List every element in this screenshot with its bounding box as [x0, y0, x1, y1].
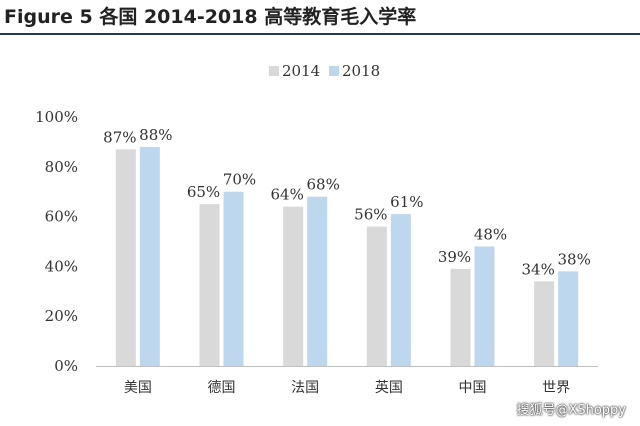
y-axis: 0% 20% 40% 60% 80% 100% [35, 108, 78, 375]
y-tick-label: 20% [45, 307, 78, 325]
legend-swatch [329, 66, 339, 76]
x-tick-label: 英国 [375, 379, 403, 396]
data-label: 64% [270, 186, 303, 204]
bar-2018 [390, 214, 411, 366]
bar-2018 [558, 271, 579, 366]
watermark: 搜狐号@XShoppy [516, 403, 626, 418]
bar-2014 [283, 206, 304, 366]
data-labels: 87% 88% 65%70% 64%68% 56%61% 39%48% 34%38% [103, 126, 591, 278]
figure-title: Figure 5 各国 2014-2018 高等教育毛入学率 [4, 6, 417, 28]
legend: 2014 2018 [269, 62, 380, 80]
data-label: 87% [103, 128, 136, 146]
y-tick-label: 100% [35, 108, 78, 126]
x-tick-label: 法国 [291, 380, 319, 396]
bar-2018 [474, 246, 495, 366]
y-tick-label: 40% [45, 257, 78, 275]
x-tick-label: 世界 [542, 380, 570, 396]
x-axis: 美国 德国 法国 英国 中国 世界 [96, 366, 598, 396]
x-tick-label: 中国 [459, 380, 487, 396]
bar-2014 [366, 226, 387, 366]
legend-label: 2018 [342, 62, 380, 80]
bar-2018 [223, 191, 244, 366]
y-tick-label: 80% [45, 158, 78, 176]
bar-2014 [115, 149, 136, 366]
data-label: 48% [474, 225, 507, 243]
data-label: 56% [354, 206, 387, 224]
data-label: 38% [557, 250, 590, 268]
data-label: 65% [187, 183, 220, 201]
y-tick-label: 0% [54, 357, 78, 375]
bar-2018 [307, 196, 328, 366]
bar-2018 [139, 146, 160, 366]
x-tick-label: 美国 [124, 380, 152, 396]
y-tick-label: 60% [45, 208, 78, 226]
title-divider [0, 33, 640, 35]
bar-2014 [534, 281, 555, 366]
data-label: 61% [390, 193, 423, 211]
legend-swatch [269, 66, 279, 76]
data-label: 39% [438, 248, 471, 266]
data-label: 88% [139, 126, 172, 144]
bars [115, 146, 579, 366]
bar-2014 [450, 268, 471, 366]
bar-2014 [199, 204, 220, 366]
data-label: 70% [223, 171, 256, 189]
data-label: 34% [521, 260, 554, 278]
legend-label: 2014 [282, 62, 320, 80]
data-label: 68% [306, 176, 339, 194]
x-tick-label: 德国 [208, 380, 236, 396]
